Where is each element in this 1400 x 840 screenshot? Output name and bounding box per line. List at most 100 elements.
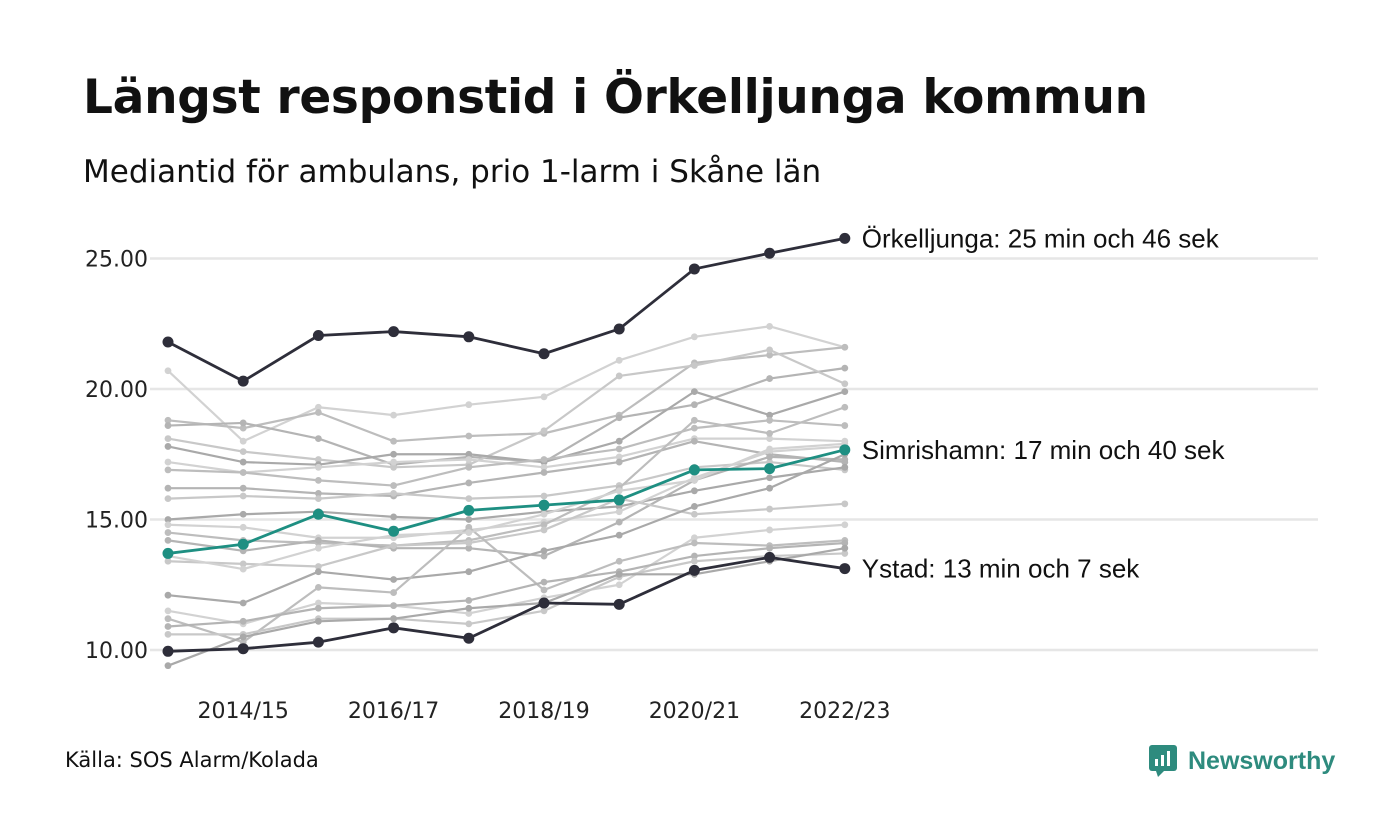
background-series-point bbox=[239, 560, 247, 568]
newsworthy-wordmark: Newsworthy bbox=[1188, 746, 1336, 775]
background-series-point bbox=[691, 557, 698, 565]
background-series-line bbox=[167, 390, 846, 466]
series--rkelljunga-point bbox=[388, 326, 400, 338]
series-ystad-point bbox=[463, 632, 475, 644]
background-series-point bbox=[841, 500, 849, 508]
series-label-ystad: Ystad: 13 min och 7 sek bbox=[862, 554, 1140, 584]
series-simrishamn-point bbox=[463, 504, 475, 516]
background-series-point bbox=[540, 510, 548, 518]
background-series-point bbox=[390, 490, 397, 497]
background-series-point bbox=[315, 409, 322, 416]
background-series-point bbox=[691, 503, 698, 510]
background-series-point bbox=[766, 505, 773, 513]
background-series-point bbox=[315, 403, 322, 411]
background-series-point bbox=[390, 513, 397, 521]
newsworthy-logo[interactable]: Newsworthy bbox=[1148, 744, 1335, 778]
series--rkelljunga-point bbox=[463, 331, 475, 343]
background-series-line bbox=[167, 526, 845, 644]
series-ystad-point bbox=[538, 597, 550, 609]
series-ystad-line bbox=[167, 555, 846, 653]
background-series-point bbox=[239, 633, 247, 641]
background-series-point bbox=[691, 401, 698, 409]
background-series-point bbox=[390, 602, 397, 610]
background-series-point bbox=[766, 346, 773, 354]
y-tick-label: 20.00 bbox=[85, 378, 148, 403]
background-series-point bbox=[841, 364, 849, 372]
background-series-point bbox=[540, 463, 548, 471]
background-series-point bbox=[841, 380, 849, 388]
y-axis: 10.00 15.00 20.00 25.00 bbox=[85, 248, 148, 665]
background-series-point bbox=[315, 599, 322, 607]
background-series bbox=[164, 416, 849, 489]
background-series-point bbox=[164, 591, 172, 599]
background-series-line bbox=[167, 325, 846, 443]
series--rkelljunga-point bbox=[312, 329, 324, 341]
background-series-point bbox=[540, 393, 548, 401]
background-series-line bbox=[167, 547, 845, 667]
background-series-point bbox=[540, 586, 548, 594]
background-series-point bbox=[164, 435, 172, 442]
background-series-point bbox=[615, 458, 623, 466]
series-ystad bbox=[162, 551, 851, 657]
background-series-point bbox=[691, 437, 698, 445]
background-series-point bbox=[164, 443, 172, 450]
background-series-point bbox=[615, 557, 623, 565]
background-series-point bbox=[465, 463, 473, 471]
background-series-point bbox=[315, 495, 322, 503]
background-series-point bbox=[691, 510, 698, 518]
background-series-point bbox=[315, 456, 322, 463]
series-simrishamn-point bbox=[613, 494, 625, 506]
background-series-point bbox=[540, 492, 548, 500]
background-series bbox=[164, 544, 849, 670]
series-ystad-point bbox=[688, 564, 700, 576]
background-series-point bbox=[239, 419, 247, 427]
background-series-line bbox=[167, 523, 845, 626]
background-series-point bbox=[841, 343, 849, 351]
background-series-line bbox=[168, 552, 845, 636]
background-series-point bbox=[465, 516, 473, 523]
background-series-point bbox=[540, 526, 548, 534]
background-series-point bbox=[315, 536, 322, 544]
background-series-point bbox=[615, 508, 623, 516]
background-series-point bbox=[841, 403, 849, 411]
background-series-line bbox=[168, 440, 845, 498]
background-series-point bbox=[465, 529, 473, 536]
background-series-point bbox=[164, 607, 172, 615]
series-labels: Örkelljunga: 25 min och 46 sek Simrishamn… bbox=[862, 223, 1226, 583]
background-series-point bbox=[465, 401, 473, 409]
background-series-point bbox=[390, 576, 397, 583]
series--rkelljunga-point bbox=[839, 232, 851, 244]
background-series-line bbox=[167, 348, 846, 469]
background-series bbox=[164, 403, 849, 549]
x-tick-label: 2018/19 bbox=[498, 699, 589, 724]
background-series-line bbox=[167, 367, 845, 466]
y-tick-label: 25.00 bbox=[85, 248, 148, 273]
background-series-point bbox=[766, 416, 773, 424]
background-series-point bbox=[164, 536, 172, 544]
background-series-point bbox=[315, 476, 322, 484]
background-series-line bbox=[167, 437, 845, 474]
background-series-point bbox=[766, 429, 773, 437]
background-series bbox=[164, 364, 849, 469]
background-series-point bbox=[164, 662, 172, 670]
background-series-point bbox=[766, 322, 773, 330]
background-series-point bbox=[615, 414, 623, 422]
background-series-point bbox=[164, 495, 172, 503]
background-series-point bbox=[315, 544, 322, 552]
background-series-point bbox=[691, 416, 698, 424]
series-simrishamn-point bbox=[688, 464, 700, 476]
newsworthy-logo-icon bbox=[1149, 745, 1177, 777]
background-series-point bbox=[390, 458, 397, 466]
series-simrishamn-point bbox=[538, 499, 550, 511]
series--rkelljunga-line bbox=[167, 237, 846, 383]
background-series-point bbox=[540, 552, 548, 560]
background-series-point bbox=[691, 388, 698, 396]
series-ystad-point bbox=[388, 622, 400, 634]
background-series-point bbox=[239, 437, 247, 445]
background-series-point bbox=[315, 604, 322, 612]
background-series-line bbox=[167, 466, 845, 521]
background-series-point bbox=[315, 617, 322, 625]
series-simrishamn-point bbox=[312, 508, 324, 520]
background-series-point bbox=[691, 362, 698, 369]
background-series-point bbox=[691, 534, 698, 542]
